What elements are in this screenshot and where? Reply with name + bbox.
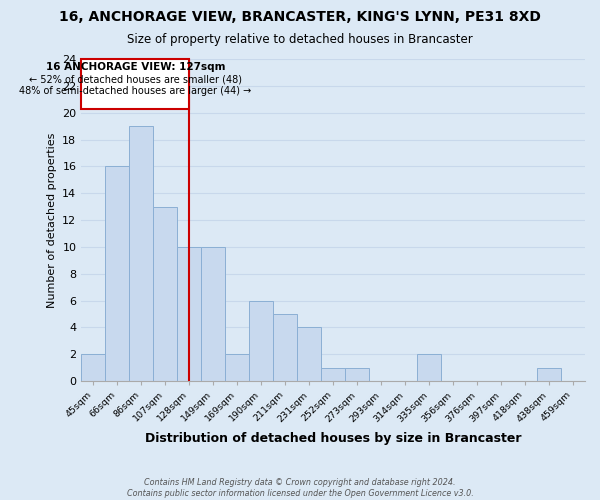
Bar (225, 354, 249, 381)
Bar (153, 206, 177, 381)
Text: Contains HM Land Registry data © Crown copyright and database right 2024.
Contai: Contains HM Land Registry data © Crown c… (127, 478, 473, 498)
X-axis label: Distribution of detached houses by size in Brancaster: Distribution of detached houses by size … (145, 432, 521, 445)
Bar (297, 328, 321, 381)
Bar (321, 368, 345, 381)
Text: 16 ANCHORAGE VIEW: 127sqm: 16 ANCHORAGE VIEW: 127sqm (46, 62, 225, 72)
Bar (177, 247, 201, 381)
Bar (249, 300, 273, 381)
Bar (345, 368, 369, 381)
FancyBboxPatch shape (82, 59, 189, 108)
Text: 48% of semi-detached houses are larger (44) →: 48% of semi-detached houses are larger (… (19, 86, 251, 96)
Text: 16, ANCHORAGE VIEW, BRANCASTER, KING'S LYNN, PE31 8XD: 16, ANCHORAGE VIEW, BRANCASTER, KING'S L… (59, 10, 541, 24)
Bar (273, 314, 297, 381)
Text: Size of property relative to detached houses in Brancaster: Size of property relative to detached ho… (127, 32, 473, 46)
Bar (417, 354, 441, 381)
Text: ← 52% of detached houses are smaller (48): ← 52% of detached houses are smaller (48… (29, 74, 242, 85)
Bar (105, 166, 129, 381)
Bar (82, 354, 105, 381)
Y-axis label: Number of detached properties: Number of detached properties (47, 132, 56, 308)
Bar (129, 126, 153, 381)
Bar (201, 247, 225, 381)
Bar (537, 368, 561, 381)
